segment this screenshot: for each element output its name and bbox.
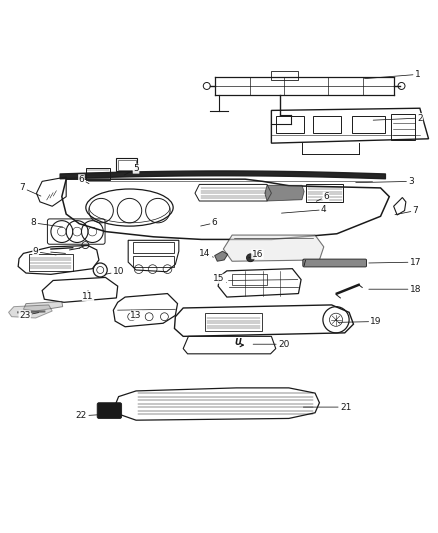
Bar bbox=[272, 71, 297, 80]
Bar bbox=[232, 274, 267, 285]
Text: 20: 20 bbox=[253, 340, 290, 349]
Bar bbox=[29, 254, 73, 271]
Bar bbox=[205, 313, 262, 331]
Text: U: U bbox=[234, 338, 241, 348]
Text: 18: 18 bbox=[369, 285, 421, 294]
FancyBboxPatch shape bbox=[303, 259, 367, 267]
Text: 4: 4 bbox=[282, 205, 327, 214]
Text: 14: 14 bbox=[199, 249, 213, 258]
Text: 16: 16 bbox=[249, 250, 263, 259]
Text: 19: 19 bbox=[338, 317, 382, 326]
Bar bbox=[392, 114, 416, 140]
Text: 23: 23 bbox=[19, 311, 39, 320]
Bar bbox=[86, 168, 110, 180]
Bar bbox=[352, 116, 385, 133]
Text: 13: 13 bbox=[130, 310, 142, 320]
Polygon shape bbox=[215, 251, 228, 261]
Bar bbox=[313, 116, 341, 133]
Text: 17: 17 bbox=[369, 257, 421, 266]
Polygon shape bbox=[265, 185, 304, 201]
Text: 9: 9 bbox=[33, 247, 56, 256]
Bar bbox=[276, 116, 304, 133]
Text: 3: 3 bbox=[356, 177, 414, 186]
Polygon shape bbox=[23, 302, 63, 311]
Text: 15: 15 bbox=[213, 274, 226, 283]
Text: 22: 22 bbox=[76, 411, 109, 421]
Text: 1: 1 bbox=[364, 70, 420, 79]
FancyBboxPatch shape bbox=[97, 403, 122, 418]
Text: 7: 7 bbox=[395, 206, 418, 215]
Bar bbox=[306, 184, 343, 203]
Text: 10: 10 bbox=[106, 267, 124, 276]
Polygon shape bbox=[9, 305, 52, 318]
Text: 11: 11 bbox=[82, 290, 94, 301]
Bar bbox=[117, 158, 138, 171]
Bar bbox=[118, 159, 136, 170]
Polygon shape bbox=[223, 235, 324, 261]
Text: 6: 6 bbox=[201, 219, 218, 228]
Text: 5: 5 bbox=[124, 164, 139, 175]
Text: 7: 7 bbox=[20, 183, 41, 196]
Text: 8: 8 bbox=[31, 219, 63, 228]
Text: 6: 6 bbox=[316, 192, 329, 201]
Bar bbox=[133, 256, 174, 266]
Text: 2: 2 bbox=[373, 114, 423, 123]
Bar bbox=[133, 243, 174, 253]
Text: 21: 21 bbox=[304, 402, 351, 411]
Text: 6: 6 bbox=[78, 175, 89, 184]
Circle shape bbox=[247, 254, 254, 262]
